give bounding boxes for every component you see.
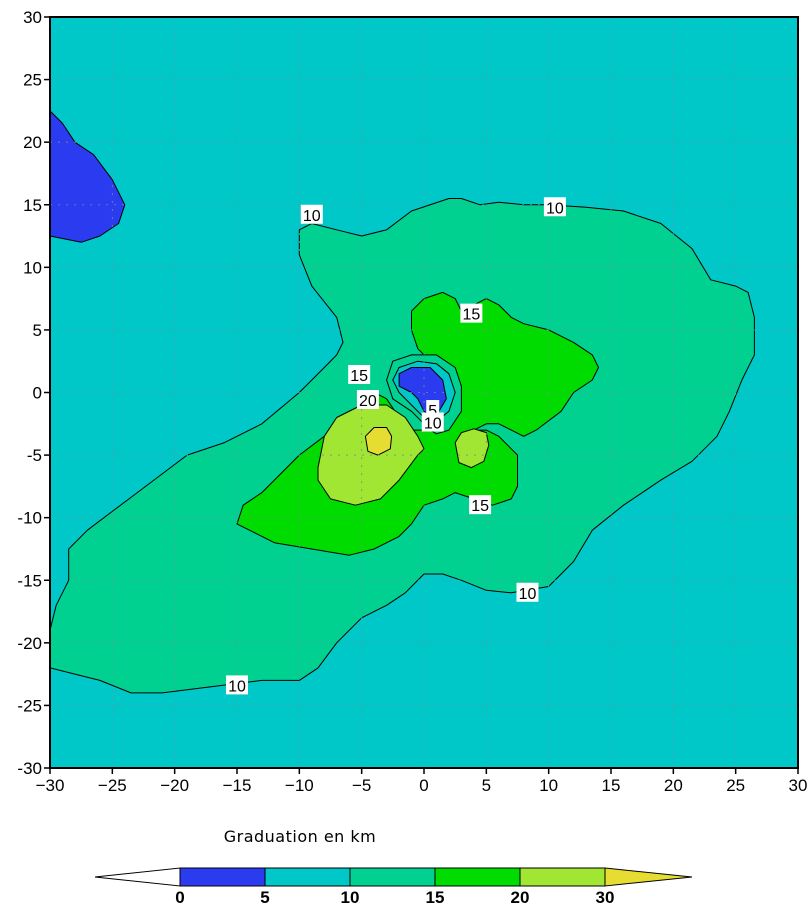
contour-label-text: 5: [428, 403, 437, 420]
contour-region-20-30-7: [454, 428, 490, 469]
x-tick-label: −5: [352, 776, 371, 795]
contour-label: 10: [300, 204, 323, 225]
colorbar-tick-label: 15: [426, 888, 445, 904]
y-tick-label: -25: [17, 696, 42, 715]
contour-label-text: 15: [462, 307, 480, 324]
contour-label-text: 10: [424, 416, 442, 433]
colorbar-cells: [94, 867, 693, 887]
contour-label: 20: [356, 390, 379, 410]
colorbar: Graduation en km 0 5 10 15 20 30: [94, 827, 693, 904]
colorbar-ticks: 0 5 10 15 20 30: [175, 888, 614, 904]
contour-label: 10: [421, 412, 444, 433]
x-tick-label: 5: [482, 776, 491, 795]
y-tick-label: 0: [33, 384, 42, 403]
colorbar-cell-5: [264, 867, 351, 887]
x-tick-label: −15: [223, 776, 252, 795]
contour-label-text: 10: [519, 586, 537, 603]
contour-region-30+-8: [364, 427, 393, 456]
y-axis: -30 -25 -20 -15 -10 -5 0 5 10 15 20 25 30: [17, 8, 50, 778]
y-tick-label: 25: [23, 71, 42, 90]
y-tick-label: -15: [17, 571, 42, 590]
y-tick-label: 5: [33, 321, 42, 340]
x-tick-label: 20: [664, 776, 683, 795]
x-tick-label: −25: [98, 776, 127, 795]
colorbar-tick-label: 20: [511, 888, 530, 904]
colorbar-title: Graduation en km: [224, 827, 377, 846]
x-tick-label: 15: [602, 776, 621, 795]
colorbar-tick-label: 0: [175, 888, 184, 904]
y-tick-label: 15: [23, 196, 42, 215]
contour-label-text: 15: [471, 498, 489, 515]
contour-label-text: 20: [359, 393, 377, 410]
contour-label: 10: [516, 582, 539, 603]
x-tick-label: 30: [789, 776, 808, 795]
colorbar-cell-15: [434, 867, 521, 887]
colorbar-cell-0: [179, 867, 266, 887]
contour-label-text: 10: [228, 678, 246, 695]
y-tick-label: -5: [27, 446, 42, 465]
contour-label: 10: [543, 197, 566, 217]
colorbar-tick-label: 30: [596, 888, 615, 904]
x-tick-label: −10: [285, 776, 314, 795]
y-tick-label: -30: [17, 759, 42, 778]
colorbar-cell-20: [519, 867, 606, 887]
gridlines: [50, 17, 798, 768]
y-tick-label: 30: [23, 8, 42, 27]
x-tick-label: −20: [160, 776, 189, 795]
y-tick-label: -10: [17, 509, 42, 528]
contour-label: 10: [226, 675, 248, 695]
colorbar-tick-label: 5: [260, 888, 269, 904]
contour-region-0-5-0: [50, 110, 126, 243]
colorbar-arrow-high: [604, 867, 693, 887]
contour-label-text: 10: [303, 208, 321, 225]
x-tick-label: −30: [36, 776, 65, 795]
x-tick-label: 25: [726, 776, 745, 795]
x-tick-label: 0: [419, 776, 428, 795]
y-tick-label: 10: [23, 258, 42, 277]
colorbar-arrow-low: [94, 867, 181, 887]
contour-label: 15: [469, 495, 492, 515]
colorbar-cell-10: [349, 867, 436, 887]
x-tick-label: 10: [539, 776, 558, 795]
contour-label: 15: [348, 364, 371, 385]
y-tick-label: 20: [23, 133, 42, 152]
contour-label-text: 15: [350, 368, 368, 385]
y-tick-label: -20: [17, 634, 42, 653]
contour-label: 15: [460, 303, 483, 324]
contour-label-text: 10: [546, 200, 564, 217]
x-axis: −30 −25 −20 −15 −10 −5 0 5 10 15 20 25 30: [36, 768, 808, 795]
colorbar-tick-label: 10: [341, 888, 360, 904]
